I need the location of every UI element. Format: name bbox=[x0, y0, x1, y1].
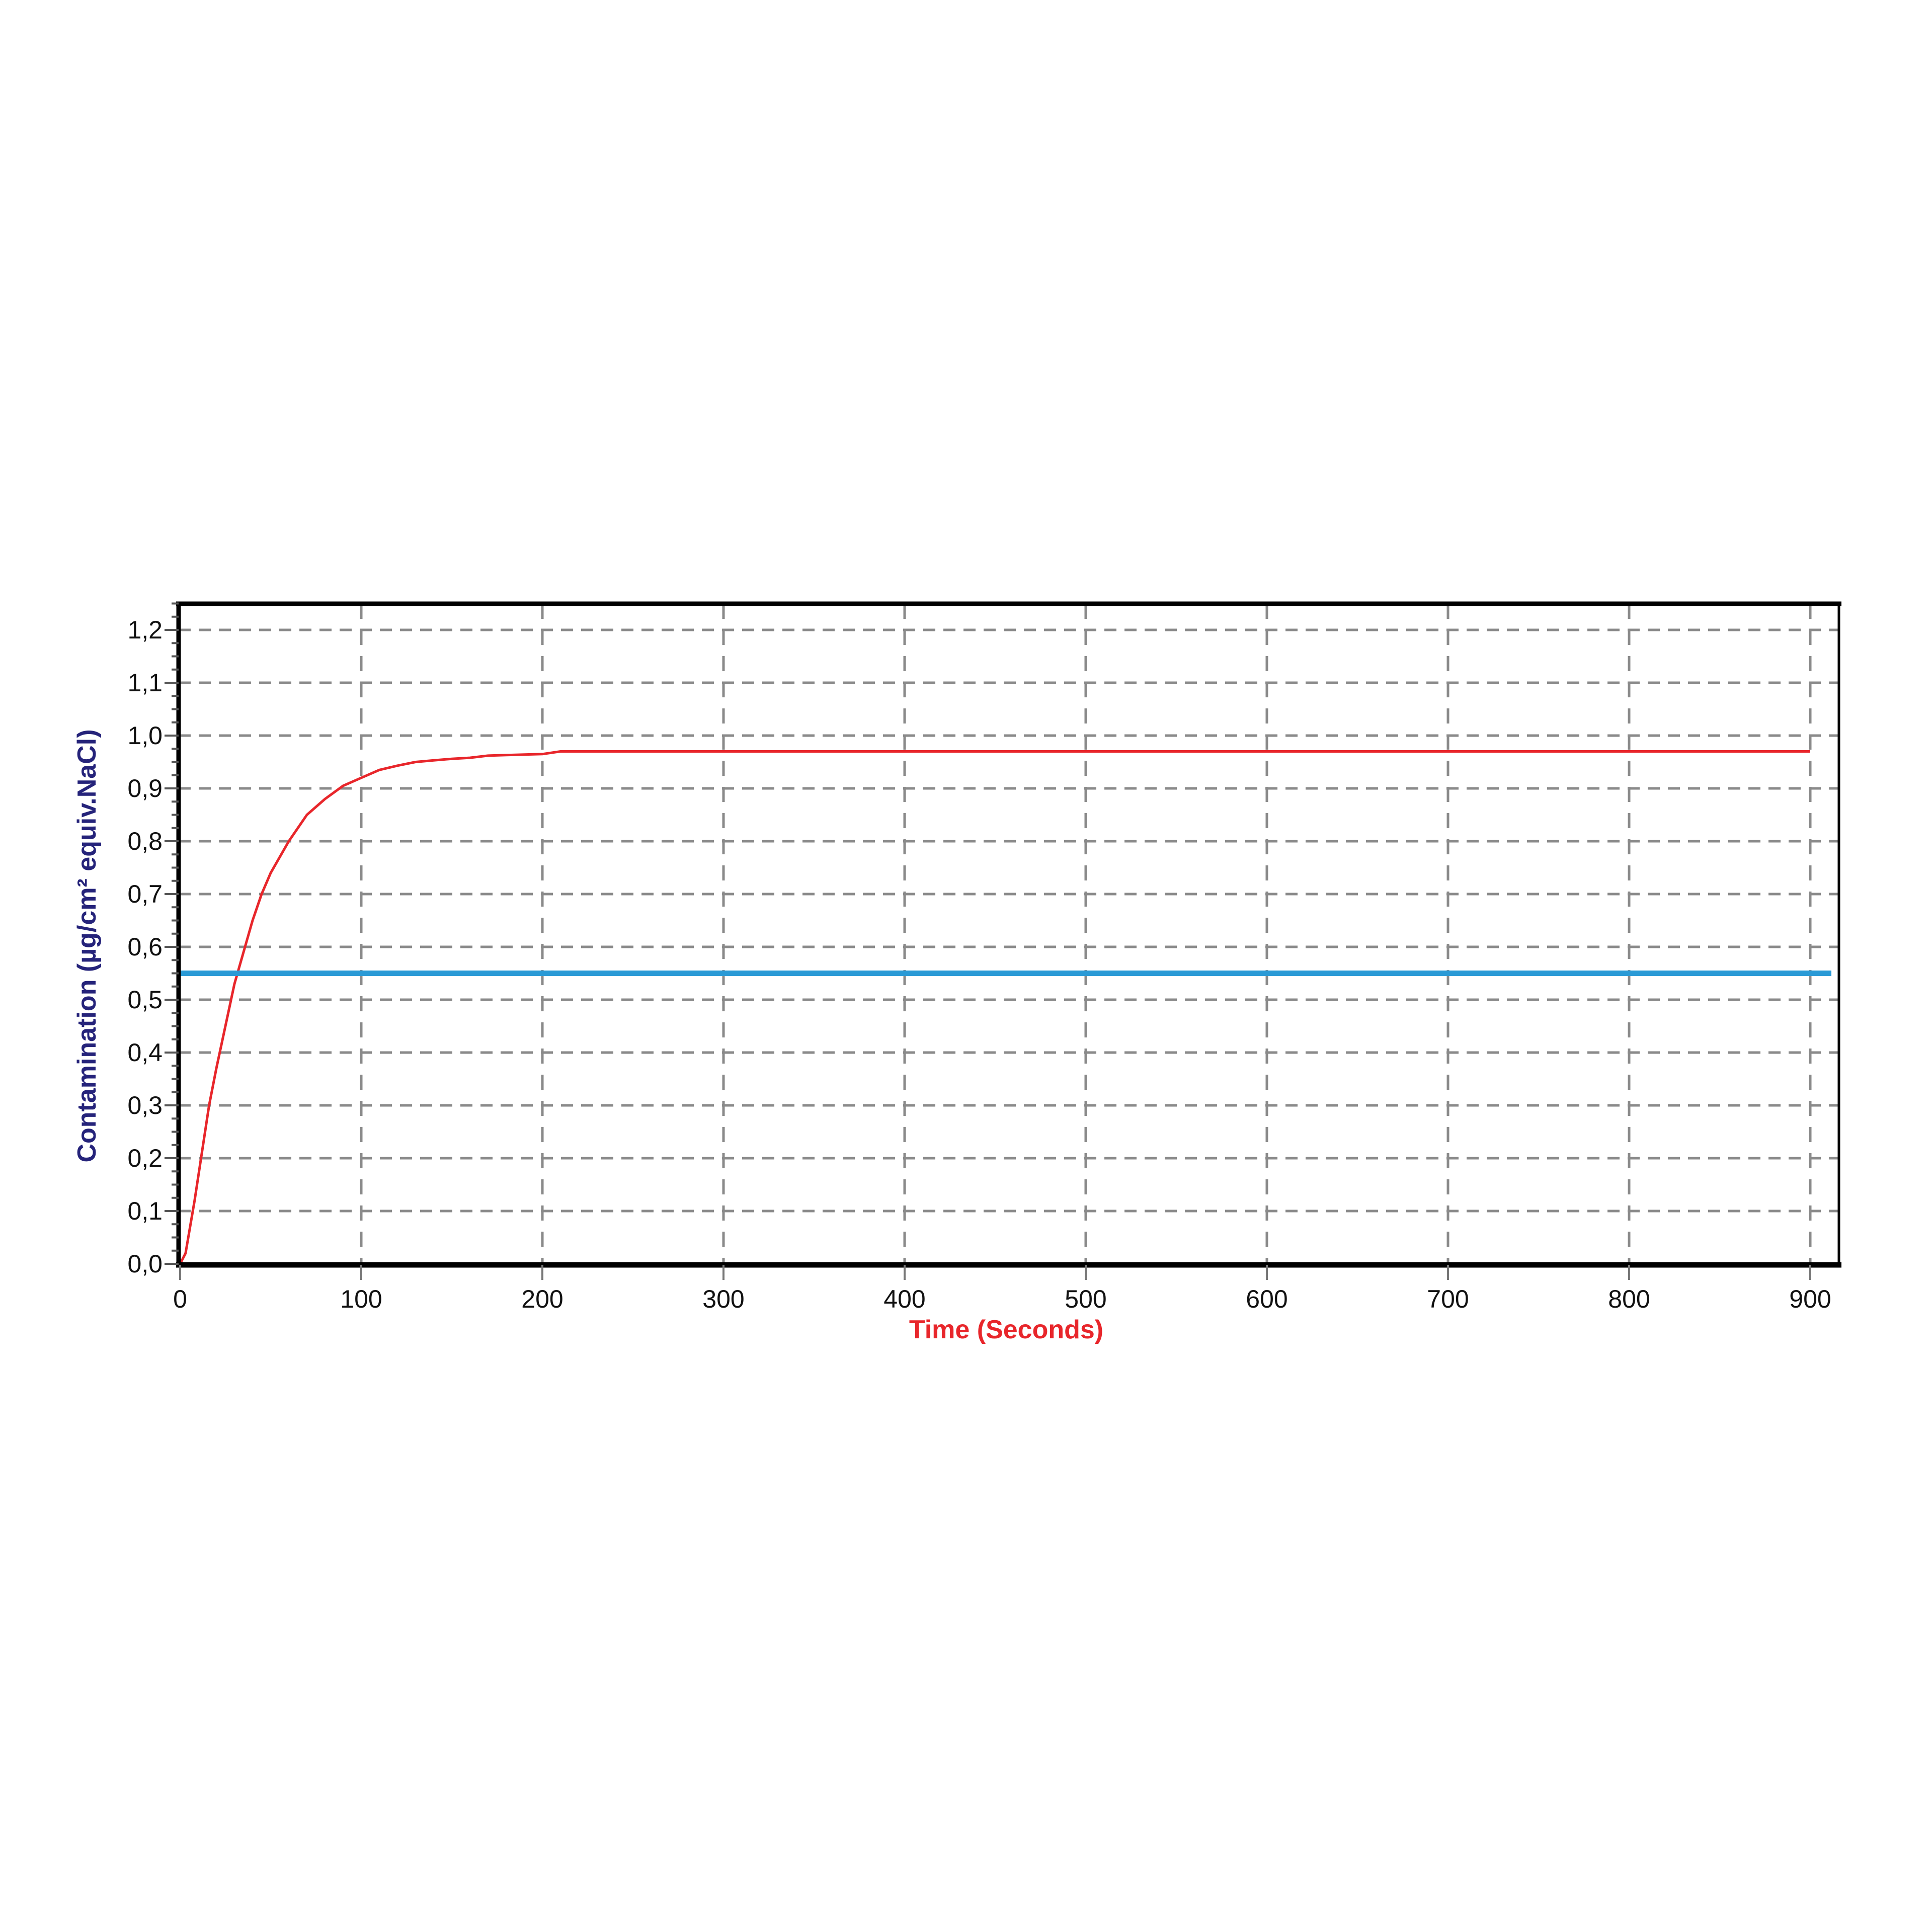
y-tick-label: 0,2 bbox=[127, 1144, 163, 1172]
x-axis-ticks: 0 100 200 300 400 500 600 700 800 900 bbox=[173, 1265, 1831, 1313]
x-tick-label: 900 bbox=[1789, 1285, 1831, 1313]
x-tick-label: 800 bbox=[1608, 1285, 1650, 1313]
y-tick-label: 0,7 bbox=[127, 880, 163, 908]
x-tick-label: 200 bbox=[521, 1285, 563, 1313]
contamination-curve bbox=[179, 750, 1810, 1265]
y-axis-title: Contamination (µg/cm² equiv.NaCl) bbox=[72, 729, 102, 1162]
y-tick-label: 1,2 bbox=[127, 616, 163, 644]
y-tick-label: 0,5 bbox=[127, 986, 163, 1014]
y-tick-label: 0,0 bbox=[127, 1250, 163, 1278]
plot-frame bbox=[176, 601, 1841, 1268]
x-tick-label: 100 bbox=[340, 1285, 382, 1313]
x-axis-title: Time (Seconds) bbox=[909, 1315, 1103, 1344]
y-tick-label: 0,4 bbox=[127, 1038, 163, 1067]
x-tick-label: 600 bbox=[1246, 1285, 1287, 1313]
y-tick-label: 0,1 bbox=[127, 1197, 163, 1225]
y-tick-label: 0,6 bbox=[127, 933, 163, 961]
grid-lines bbox=[179, 604, 1839, 1265]
x-tick-label: 300 bbox=[702, 1285, 744, 1313]
x-tick-label: 700 bbox=[1427, 1285, 1469, 1313]
x-tick-label: 400 bbox=[883, 1285, 925, 1313]
x-tick-label: 0 bbox=[173, 1285, 187, 1313]
x-tick-label: 500 bbox=[1065, 1285, 1106, 1313]
y-tick-label: 0,3 bbox=[127, 1091, 163, 1119]
y-tick-label: 0,8 bbox=[127, 827, 163, 855]
y-tick-label: 1,1 bbox=[127, 669, 163, 697]
y-tick-label: 1,0 bbox=[127, 721, 163, 750]
y-axis-ticks: 0,0 0,1 0,2 0,3 0,4 0,5 0,6 0,7 0,8 0,9 1,0 1,1 1,2 bbox=[127, 602, 179, 1278]
y-tick-label: 0,9 bbox=[127, 774, 163, 802]
data-series bbox=[179, 750, 1831, 1265]
